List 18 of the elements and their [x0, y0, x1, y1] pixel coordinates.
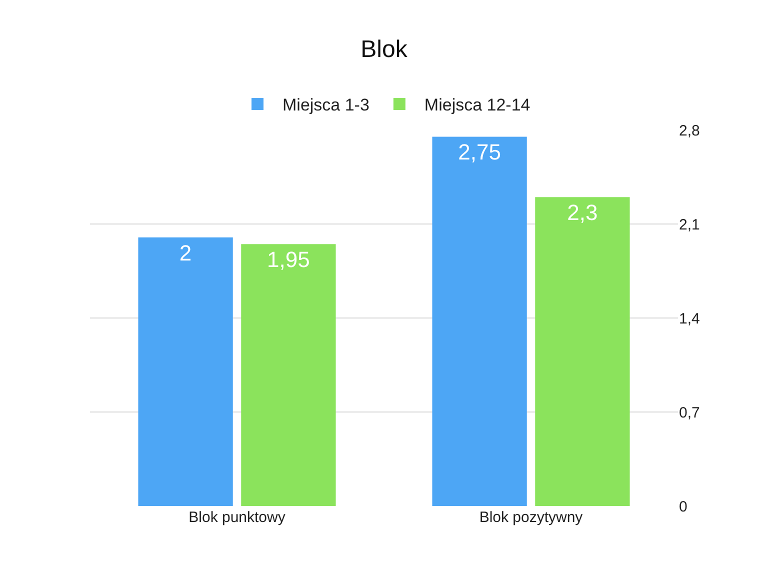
data-label: 2 [179, 240, 192, 266]
y-tick-label: 1,4 [679, 310, 700, 328]
data-label: 2,75 [458, 140, 501, 165]
chart-title: Blok [360, 36, 408, 64]
bar [138, 237, 233, 506]
y-tick-label: 2,8 [679, 122, 700, 140]
y-tick-label: 0,7 [679, 404, 700, 422]
bar [535, 197, 630, 506]
y-tick-label: 2,1 [679, 216, 700, 234]
legend-label: Miejsca 1-3 [282, 96, 370, 115]
legend-label: Miejsca 12-14 [424, 96, 530, 115]
bar [241, 244, 336, 506]
bar [432, 136, 527, 506]
x-tick-label: Blok punktowy [188, 509, 286, 526]
data-label: 2,3 [567, 200, 598, 226]
x-tick-label: Blok pozytywny [479, 509, 584, 526]
y-tick-label: 0 [679, 498, 688, 516]
data-label: 1,95 [267, 247, 310, 272]
